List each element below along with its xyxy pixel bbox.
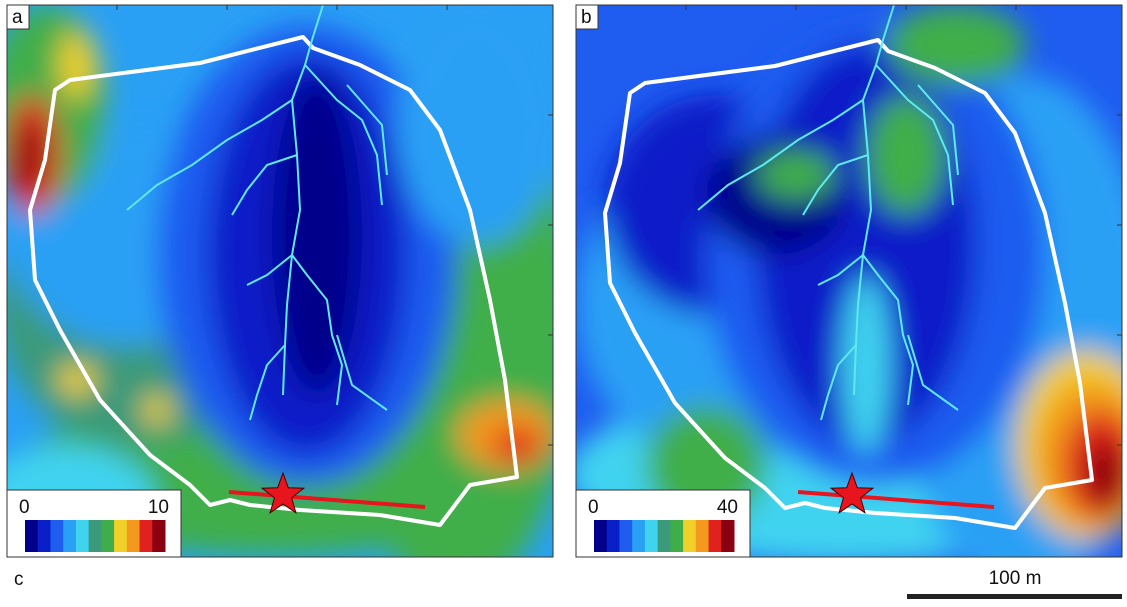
legend-swatch — [670, 520, 683, 552]
panel-label: a — [12, 7, 23, 28]
legend-swatch — [63, 520, 76, 552]
map-panel: a 0 10 — [0, 5, 577, 595]
legend-swatch — [619, 520, 632, 552]
legend-swatch — [709, 520, 722, 552]
legend-swatch — [114, 520, 127, 552]
legend-swatch — [607, 520, 620, 552]
terrain-zone — [142, 395, 172, 425]
legend-swatch — [50, 520, 63, 552]
map-panel: b 0 40 — [566, 5, 1127, 595]
terrain-zone — [57, 364, 97, 396]
legend-min: 0 — [19, 497, 30, 518]
terrain-zone — [397, 5, 557, 245]
legend-swatch — [721, 520, 734, 552]
legend-swatch — [38, 520, 51, 552]
legend-swatch — [594, 520, 607, 552]
legend-swatch — [101, 520, 114, 552]
terrain-zone — [756, 150, 836, 200]
terrain-zone — [59, 30, 95, 100]
legend-max: 10 — [148, 497, 169, 518]
legend-max: 40 — [717, 497, 738, 518]
legend: 0 10 — [7, 490, 181, 557]
legend-swatch — [127, 520, 140, 552]
legend-min: 0 — [588, 497, 599, 518]
panel-label: b — [581, 7, 592, 28]
legend-swatch — [25, 520, 38, 552]
legend-swatch — [76, 520, 89, 552]
legend-swatch — [140, 520, 153, 552]
terrain-zone — [866, 95, 946, 215]
terrain-zone — [886, 5, 1026, 85]
scale-bar — [907, 594, 1122, 599]
legend-swatch — [152, 520, 165, 552]
legend-swatch — [632, 520, 645, 552]
terrain-zone — [492, 427, 542, 463]
terrain-zone — [841, 275, 891, 455]
panel-label-c: c — [14, 569, 24, 590]
legend-swatch — [658, 520, 671, 552]
legend-swatch — [89, 520, 102, 552]
legend-swatch — [645, 520, 658, 552]
legend: 0 40 — [576, 490, 750, 557]
legend-swatch — [683, 520, 696, 552]
scale-bar-label: 100 m — [989, 568, 1042, 589]
legend-swatch — [696, 520, 709, 552]
figure: c 100 m a 0 10 b 0 40 — [0, 0, 1127, 602]
